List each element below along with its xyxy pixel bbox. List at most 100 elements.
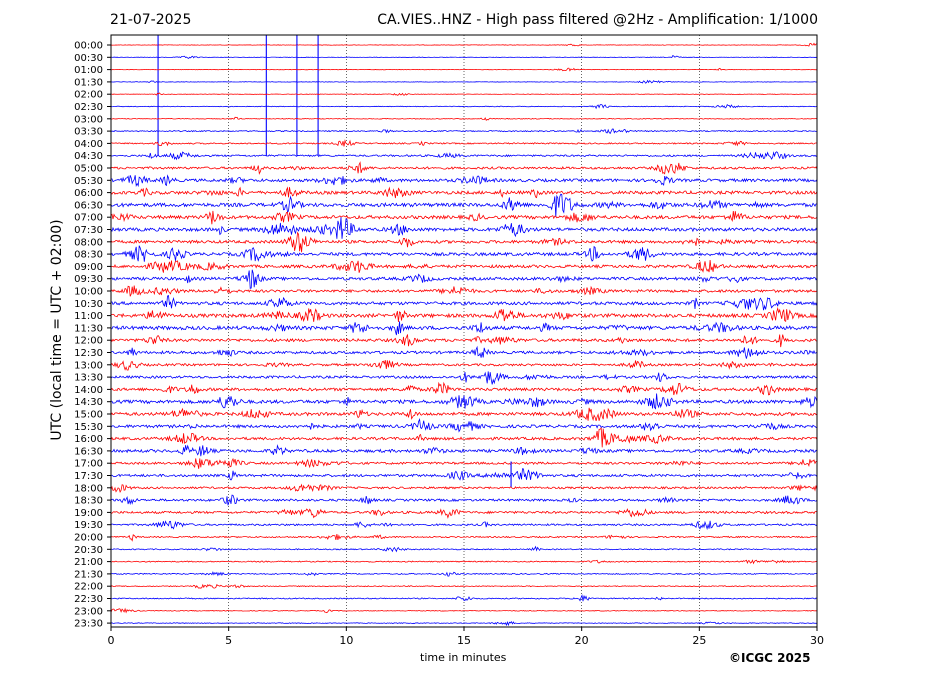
trace-line xyxy=(110,55,818,59)
y-tick-label: 23:30 xyxy=(74,619,103,630)
trace-line xyxy=(110,571,818,577)
trace-line xyxy=(110,285,818,297)
trace-line xyxy=(110,217,818,239)
y-tick-label: 14:00 xyxy=(74,385,103,396)
trace-line xyxy=(110,128,818,135)
trace-line xyxy=(110,393,818,410)
y-tick-label: 07:30 xyxy=(74,225,103,236)
y-tick-label: 08:30 xyxy=(74,250,103,261)
y-tick-label: 19:00 xyxy=(74,508,103,519)
y-tick-label: 14:30 xyxy=(74,397,103,408)
trace-line xyxy=(110,545,818,553)
copyright-label: ©ICGC 2025 xyxy=(729,651,811,665)
date-label: 21-07-2025 xyxy=(110,12,192,28)
trace-line xyxy=(110,104,818,110)
grid-lines xyxy=(228,35,700,627)
trace-line xyxy=(110,79,818,84)
trace-line xyxy=(110,231,818,253)
y-tick-label: 19:30 xyxy=(74,520,103,531)
y-tick-label: 10:30 xyxy=(74,299,103,310)
trace-line xyxy=(110,381,818,396)
trace-line xyxy=(111,468,818,481)
trace-line xyxy=(110,334,818,348)
y-tick-label: 09:30 xyxy=(74,274,103,285)
trace-line xyxy=(110,508,818,519)
trace-line xyxy=(110,321,818,336)
trace-line xyxy=(110,67,818,72)
trace-line xyxy=(110,559,818,565)
y-tick-label: 04:00 xyxy=(74,139,103,150)
y-tick-label: 22:00 xyxy=(74,582,103,593)
y-tick-label: 02:00 xyxy=(74,90,103,101)
trace-line xyxy=(110,186,818,199)
y-tick-label: 03:30 xyxy=(74,127,103,138)
y-tick-label: 10:00 xyxy=(74,287,103,298)
trace-line xyxy=(110,360,818,371)
trace-line xyxy=(110,593,818,602)
chart-title: CA.VIES..HNZ - High pass filtered @2Hz -… xyxy=(377,12,818,28)
y-axis-label: UTC (local time = UTC + 02:00) xyxy=(49,219,65,441)
trace-line xyxy=(110,583,818,589)
trace-line xyxy=(110,161,818,175)
y-tick-label: 17:30 xyxy=(74,471,103,482)
y-tick-label: 15:00 xyxy=(74,410,103,421)
y-tick-label: 18:00 xyxy=(74,483,103,494)
x-tick-label: 10 xyxy=(339,634,353,647)
y-tick-label: 00:00 xyxy=(74,41,103,52)
trace-line xyxy=(110,151,818,161)
x-tick-label: 0 xyxy=(108,634,115,647)
y-tick-label: 21:00 xyxy=(74,557,103,568)
y-tick-label: 22:30 xyxy=(74,594,103,605)
x-axis-label: time in minutes xyxy=(420,651,507,664)
trace-line xyxy=(110,193,818,218)
trace-line xyxy=(110,483,818,494)
y-tick-label: 08:00 xyxy=(74,237,103,248)
y-tick-label: 17:00 xyxy=(74,459,103,470)
y-tick-label: 09:00 xyxy=(74,262,103,273)
trace-line xyxy=(110,306,818,323)
y-tick-label: 21:30 xyxy=(74,569,103,580)
trace-line xyxy=(110,417,818,433)
y-tick-label: 02:30 xyxy=(74,102,103,113)
y-tick-label: 11:30 xyxy=(74,323,103,334)
y-tick-label: 00:30 xyxy=(74,53,103,64)
trace-line xyxy=(110,520,818,531)
y-tick-label: 05:30 xyxy=(74,176,103,187)
x-tick-label: 25 xyxy=(692,634,706,647)
trace-line xyxy=(110,295,818,311)
x-tick-label: 5 xyxy=(225,634,232,647)
y-tick-label: 06:30 xyxy=(74,200,103,211)
x-tick-label: 30 xyxy=(810,634,824,647)
y-tick-label: 20:00 xyxy=(74,533,103,544)
seismic-traces xyxy=(110,35,818,627)
y-tick-label: 23:00 xyxy=(74,606,103,617)
trace-line xyxy=(110,269,818,289)
trace-line xyxy=(110,210,818,225)
y-tick-label: 01:00 xyxy=(74,65,103,76)
trace-line xyxy=(110,444,818,457)
trace-line xyxy=(110,407,818,422)
x-tick-label: 15 xyxy=(457,634,471,647)
trace-line xyxy=(110,427,818,448)
y-tick-label: 12:00 xyxy=(74,336,103,347)
trace-line xyxy=(110,621,818,627)
trace-line xyxy=(110,345,818,359)
trace-line xyxy=(110,174,818,188)
y-tick-label: 11:00 xyxy=(74,311,103,322)
y-tick-label: 01:30 xyxy=(74,77,103,88)
trace-line xyxy=(110,259,818,273)
plot-frame xyxy=(110,34,818,628)
trace-line xyxy=(110,607,818,614)
trace-line xyxy=(110,534,818,542)
y-tick-label: 13:30 xyxy=(74,373,103,384)
trace-line xyxy=(110,116,818,121)
x-tick-label: 20 xyxy=(575,634,589,647)
y-tick-label: 12:30 xyxy=(74,348,103,359)
trace-line xyxy=(110,371,818,385)
y-tick-label: 07:00 xyxy=(74,213,103,224)
trace-line xyxy=(110,245,818,262)
y-tick-label: 06:00 xyxy=(74,188,103,199)
trace-line xyxy=(110,92,818,96)
